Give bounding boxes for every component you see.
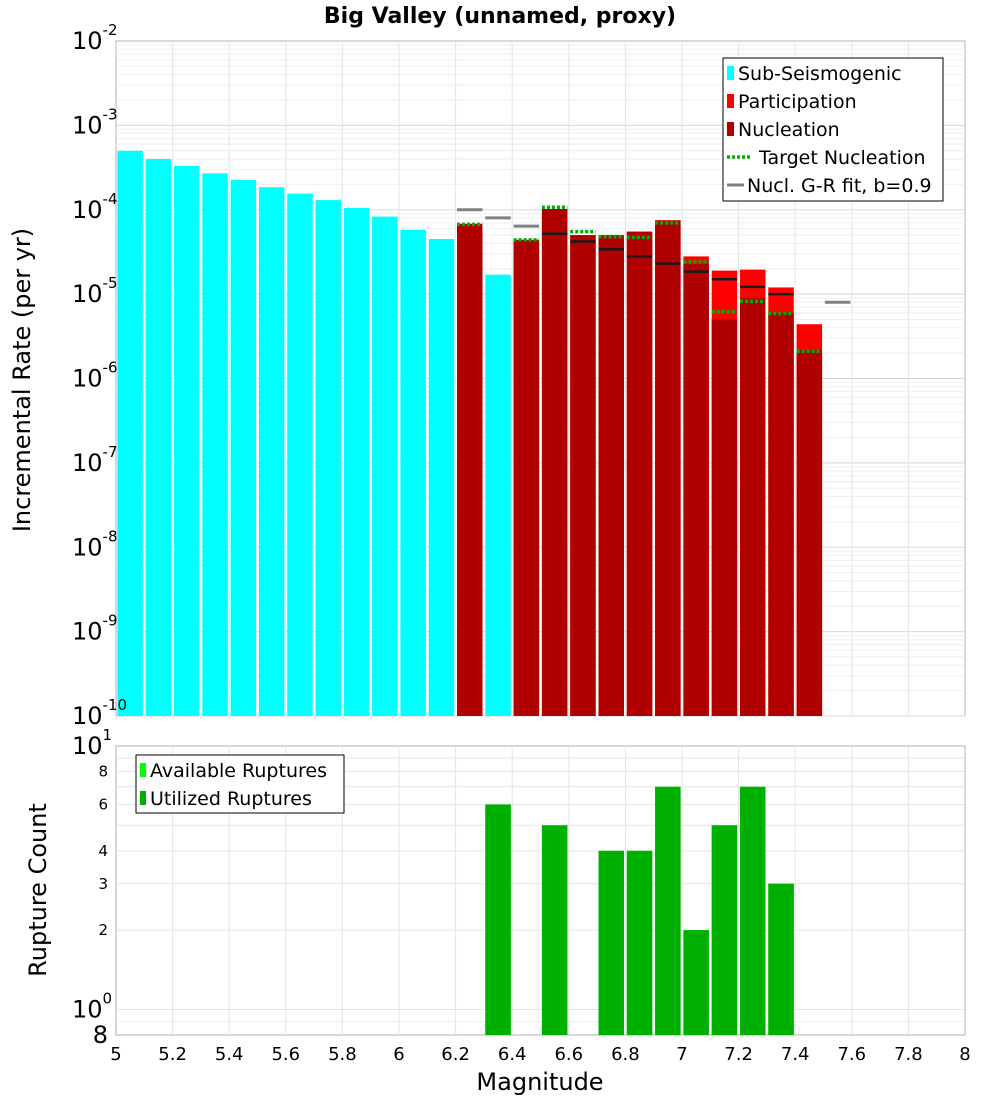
legend-swatch bbox=[140, 791, 146, 805]
legend-label: Sub-Seismogenic bbox=[738, 63, 902, 85]
rate-y-tick-label: 10-3 bbox=[72, 105, 118, 139]
nucleation-bar bbox=[711, 319, 738, 716]
sub-seismogenic-bar bbox=[343, 207, 370, 716]
sub-seismogenic-bar bbox=[258, 187, 285, 716]
rupture-y-minor-tick-label: 4 bbox=[98, 842, 108, 860]
sub-seismogenic-bar bbox=[400, 229, 426, 717]
rupture-y-minor-tick-label: 6 bbox=[98, 795, 108, 813]
nucleation-bar bbox=[541, 209, 568, 716]
utilized-ruptures-bar bbox=[598, 850, 624, 1035]
x-tick-label: 5.2 bbox=[158, 1044, 187, 1065]
nucleation-bar bbox=[768, 312, 794, 716]
legend-swatch bbox=[727, 122, 734, 136]
rate-plot-bars bbox=[117, 150, 823, 717]
x-tick-label: 5.6 bbox=[271, 1044, 300, 1065]
x-tick-label: 6.6 bbox=[554, 1044, 583, 1065]
rate-plot-grid bbox=[116, 41, 965, 717]
rupture-y-minor-tick-label: 2 bbox=[98, 921, 108, 939]
rate-legend: Sub-Seismogenic Participation Nucleation Ta… bbox=[722, 57, 944, 202]
rate-y-tick-label: 10-8 bbox=[72, 527, 118, 561]
nucleation-bar bbox=[655, 220, 681, 717]
utilized-ruptures-bar bbox=[768, 883, 794, 1035]
rate-y-tick-label: 10-9 bbox=[72, 612, 118, 646]
x-tick-label: 5 bbox=[110, 1044, 121, 1065]
nucleation-bar bbox=[513, 239, 540, 716]
utilized-ruptures-bar bbox=[655, 786, 681, 1035]
utilized-ruptures-bar bbox=[683, 930, 709, 1035]
nucleation-bar bbox=[740, 297, 766, 716]
sub-seismogenic-bar bbox=[287, 193, 313, 716]
sub-seismogenic-bar bbox=[372, 216, 398, 716]
x-tick-label: 7.6 bbox=[837, 1044, 866, 1065]
nucleation-bar bbox=[683, 263, 709, 716]
x-tick-label: 7.4 bbox=[781, 1044, 810, 1065]
x-tick-label: 7.8 bbox=[894, 1044, 923, 1065]
nucleation-bar bbox=[626, 231, 653, 716]
rupture-y-major-tick-label: 100 bbox=[72, 989, 112, 1023]
sub-seismogenic-bar bbox=[230, 180, 257, 716]
sub-seismogenic-bar bbox=[174, 166, 200, 717]
rupture-y-major-tick-label: 101 bbox=[72, 726, 112, 760]
x-tick-label: 6.8 bbox=[611, 1044, 640, 1065]
sub-seismogenic-bar bbox=[428, 239, 455, 716]
rupture-plot-bars bbox=[485, 786, 794, 1035]
x-tick-label: 6.4 bbox=[498, 1044, 527, 1065]
legend-label: Utilized Ruptures bbox=[150, 788, 312, 810]
rate-y-tick-label: 10-5 bbox=[72, 274, 118, 308]
rupture-y-minor-tick-label: 8 bbox=[98, 763, 108, 781]
legend-swatch bbox=[140, 763, 146, 777]
x-tick-label: 5.8 bbox=[328, 1044, 357, 1065]
rupture-legend: Available Ruptures Utilized Ruptures bbox=[135, 754, 345, 814]
utilized-ruptures-bar bbox=[711, 825, 738, 1035]
nucleation-bar bbox=[457, 223, 483, 716]
x-axis-label: Magnitude bbox=[476, 1068, 603, 1096]
rupture-plot-y-ticks: 100 101 2 3 4 6 8 8 bbox=[72, 726, 112, 1049]
x-tick-label: 6 bbox=[393, 1044, 404, 1065]
sub-seismogenic-bar bbox=[485, 274, 511, 716]
rate-y-tick-label: 10-7 bbox=[72, 443, 118, 477]
x-axis-ticks: 5 5.2 5.4 5.6 5.8 6 6.2 6.4 6.6 6.8 7 7.2 7.4 7.6 7.8 8 bbox=[110, 1044, 970, 1065]
legend-label: Available Ruptures bbox=[150, 760, 327, 782]
utilized-ruptures-bar bbox=[485, 804, 511, 1035]
rupture-count-plot: 100 101 2 3 4 6 8 8 5 5.2 5.4 5.6 5.8 6 6.2 6.4 6.6 6.8 7… bbox=[24, 726, 971, 1096]
x-tick-label: 7 bbox=[676, 1044, 687, 1065]
rupture-legend-box bbox=[135, 754, 345, 814]
chart-title: Big Valley (unnamed, proxy) bbox=[324, 4, 676, 29]
rupture-y-bottom-tick-label: 8 bbox=[93, 1021, 108, 1049]
legend-swatch bbox=[727, 66, 734, 80]
legend-label: Nucleation bbox=[738, 119, 840, 141]
utilized-ruptures-bar bbox=[740, 786, 766, 1035]
rate-y-tick-label: 10-6 bbox=[72, 359, 118, 393]
nucleation-bar bbox=[570, 235, 596, 716]
x-tick-label: 8 bbox=[959, 1044, 970, 1065]
rate-plot-lines bbox=[457, 205, 851, 354]
x-tick-label: 5.4 bbox=[215, 1044, 244, 1065]
rupture-y-axis-label: Rupture Count bbox=[24, 803, 52, 977]
rate-legend-box bbox=[722, 57, 944, 202]
rate-y-axis-label: Incremental Rate (per yr) bbox=[8, 228, 36, 532]
legend-swatch bbox=[727, 94, 734, 108]
sub-seismogenic-bar bbox=[117, 150, 143, 716]
rate-y-tick-label: 10-4 bbox=[72, 190, 118, 224]
utilized-ruptures-bar bbox=[541, 825, 568, 1035]
x-tick-label: 7.2 bbox=[724, 1044, 753, 1065]
sub-seismogenic-bar bbox=[202, 173, 228, 716]
sub-seismogenic-bar bbox=[315, 200, 341, 716]
utilized-ruptures-bar bbox=[626, 850, 653, 1035]
x-tick-label: 6.2 bbox=[441, 1044, 470, 1065]
legend-label: Participation bbox=[738, 91, 857, 113]
legend-label: Nucl. G-R fit, b=0.9 bbox=[747, 175, 932, 197]
rate-y-tick-label: 10-10 bbox=[72, 696, 127, 730]
legend-label: Target Nucleation bbox=[758, 147, 926, 169]
rate-plot: 10-10 10-9 10-8 10-7 10-6 10-5 10-4 10-3 10-2 Bi… bbox=[8, 4, 966, 730]
rate-plot-y-ticks: 10-10 10-9 10-8 10-7 10-6 10-5 10-4 10-3 10-2 bbox=[72, 21, 127, 730]
sub-seismogenic-bar bbox=[145, 158, 172, 717]
nucleation-bar bbox=[598, 235, 624, 716]
rate-y-tick-label: 10-2 bbox=[72, 21, 118, 55]
rupture-y-minor-tick-label: 3 bbox=[98, 875, 108, 893]
nucleation-bar bbox=[796, 349, 823, 716]
